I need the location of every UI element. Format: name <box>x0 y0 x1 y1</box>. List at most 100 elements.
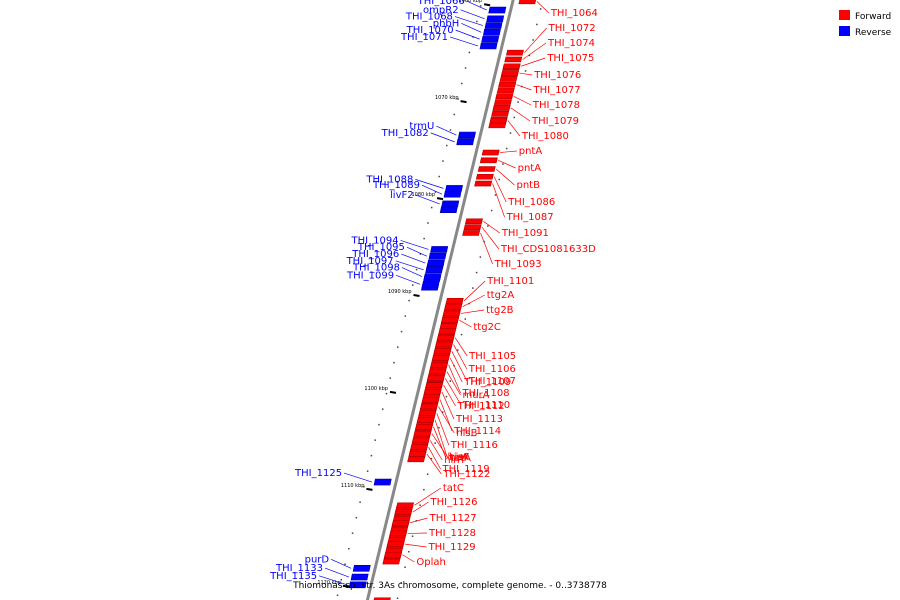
backbone-dot <box>411 535 414 537</box>
backbone-dot <box>509 132 512 134</box>
reverse-gene-arrow <box>441 200 460 208</box>
forward-gene-arrow <box>430 361 449 368</box>
forward-gene-arrow <box>444 303 463 310</box>
backbone-dot <box>487 225 489 227</box>
reverse-leader-line <box>436 125 457 136</box>
forward-gene-arrow <box>426 375 445 382</box>
backbone-dot <box>438 426 440 429</box>
forward-gene-label: THI_1129 <box>428 542 476 553</box>
forward-gene-arrow <box>423 389 442 395</box>
reverse-gene-label: trmU <box>409 121 434 132</box>
gene-labels: THI_1066ompR2THI_1068phbHTHI_1070THI_107… <box>269 0 598 582</box>
reverse-gene-label: THI_1070 <box>406 25 454 36</box>
forward-gene-label: THI_1101 <box>486 276 534 287</box>
forward-leader-line <box>524 27 547 53</box>
backbone-dot <box>340 578 343 581</box>
forward-gene-label: ttg2B <box>486 305 514 316</box>
forward-leader-line <box>441 391 455 420</box>
reverse-leader-line <box>395 275 421 285</box>
forward-leader-line <box>462 294 485 307</box>
forward-gene-label: THI_1110 <box>462 400 510 411</box>
reverse-gene-arrow <box>488 6 507 14</box>
forward-gene-arrow <box>436 334 455 341</box>
backbone-dot <box>430 457 433 460</box>
reverse-gene-arrow <box>443 190 462 198</box>
forward-leader-line <box>402 554 415 563</box>
forward-gene-arrow <box>389 530 408 537</box>
reverse-gene-arrow <box>350 573 369 581</box>
forward-gene-arrow <box>394 509 413 515</box>
scale-tick <box>413 294 420 297</box>
forward-gene-arrow <box>418 410 437 417</box>
forward-gene-label: THI_1093 <box>494 259 542 270</box>
forward-gene-label: THI_1077 <box>533 85 581 96</box>
reverse-gene-label: purD <box>305 554 330 565</box>
reverse-leader-line <box>455 29 480 40</box>
reverse-gene-arrow <box>479 42 498 50</box>
forward-gene-arrow <box>428 368 447 375</box>
forward-gene-arrow <box>463 224 482 230</box>
reverse-gene-arrow <box>352 565 371 572</box>
forward-leader-line <box>414 487 442 506</box>
reverse-gene-label: THI_1068 <box>405 12 453 23</box>
backbone-dot <box>370 454 373 457</box>
forward-gene-arrow <box>479 157 498 164</box>
forward-gene-arrow <box>438 328 457 335</box>
forward-gene-arrow <box>474 180 493 187</box>
backbone-dot <box>468 51 471 54</box>
forward-gene-label: hisB <box>456 428 477 439</box>
scale-tick-label: 1110 kbp <box>341 483 365 489</box>
backbone-dot <box>479 5 482 7</box>
reverse-gene-label: THI_1088 <box>365 174 413 185</box>
forward-gene-arrow <box>492 105 511 111</box>
forward-gene-label: THI_1116 <box>450 440 498 451</box>
legend-forward-swatch <box>839 10 850 20</box>
forward-leader-line <box>433 426 446 458</box>
forward-gene-arrow <box>518 0 537 5</box>
reverse-leader-line <box>460 9 485 20</box>
forward-gene-label: THI_1076 <box>533 70 581 81</box>
reverse-leader-line <box>466 0 487 11</box>
reverse-leader-line <box>421 184 443 195</box>
scale-tick-label: 1100 kbp <box>364 386 388 392</box>
forward-gene-label: THI_1106 <box>468 364 516 375</box>
reverse-leader-line <box>430 132 455 143</box>
forward-gene-label: THI_1127 <box>429 513 477 524</box>
forward-gene-label: THI_1122 <box>442 469 490 480</box>
forward-leader-line <box>498 159 516 169</box>
forward-leader-line <box>451 351 468 382</box>
reverse-gene-arrow <box>428 252 447 260</box>
backbone-dot <box>423 488 425 491</box>
scale-tick-label: 1090 kbp <box>388 289 412 295</box>
backbone-dot <box>464 318 467 320</box>
scale-tick <box>460 100 467 104</box>
forward-leader-line <box>492 183 505 218</box>
reverse-gene-label: THI_1095 <box>357 242 405 253</box>
forward-gene-label: pntA <box>518 163 542 174</box>
forward-gene-arrow <box>440 317 459 324</box>
backbone-dot <box>441 411 444 413</box>
forward-leader-line <box>536 1 550 14</box>
backbone-dot <box>457 98 459 100</box>
forward-gene-arrow <box>442 310 461 317</box>
reverse-leader-line <box>395 260 424 271</box>
forward-leader-line <box>443 384 456 407</box>
reverse-gene-arrow <box>423 273 442 280</box>
scale-tick <box>342 584 350 588</box>
reverse-gene-arrow <box>348 581 367 589</box>
forward-gene-label: THI_1064 <box>550 8 598 19</box>
backbone-dot <box>359 501 361 503</box>
forward-leader-line <box>431 433 449 459</box>
forward-gene-label: THI_1128 <box>428 528 476 539</box>
map-caption: Thiomonas sp. str. 3As chromosome, compl… <box>292 581 607 591</box>
forward-gene-arrow <box>488 122 507 129</box>
backbone-dot <box>396 597 399 599</box>
backbone-dot <box>461 82 463 85</box>
backbone-dot <box>419 504 421 506</box>
forward-gene-label: THI_1080 <box>521 131 569 142</box>
forward-gene-arrow <box>415 424 434 430</box>
forward-gene-arrow <box>493 99 512 105</box>
forward-gene-arrow <box>495 93 514 100</box>
forward-gene-label: pntA <box>519 146 543 157</box>
